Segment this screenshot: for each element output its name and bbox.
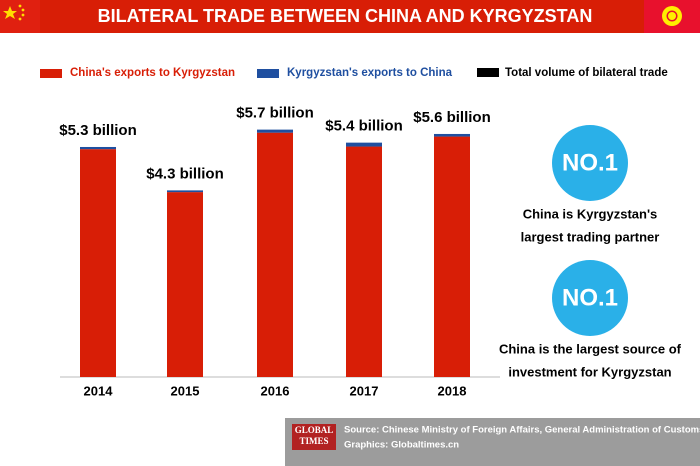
kyrgyzstan-flag: [644, 0, 700, 33]
highlight-caption: largest trading partner: [521, 229, 660, 244]
x-tick-label: 2017: [350, 383, 379, 398]
bar-segment: [167, 190, 203, 193]
bar-segment: [346, 142, 382, 147]
header-bar: [0, 0, 700, 33]
bar-segment: [434, 133, 470, 137]
bar-segment: [257, 132, 293, 377]
highlight-caption: China is the largest source of: [499, 341, 682, 356]
bar-segment: [257, 129, 293, 133]
bar-segment: [434, 136, 470, 377]
legend-swatch: [477, 68, 499, 77]
total-label: $5.3 billion: [59, 122, 137, 139]
china-flag: [0, 0, 40, 33]
legend-swatch: [40, 69, 62, 78]
bar-segment: [167, 192, 203, 377]
legend-label: Kyrgyzstan's exports to China: [287, 67, 453, 79]
legend-label: China's exports to Kyrgyzstan: [70, 67, 235, 79]
legend-swatch: [257, 69, 279, 78]
total-label: $5.7 billion: [236, 105, 314, 122]
total-label: $5.4 billion: [325, 118, 403, 135]
footer-bar: [285, 418, 700, 466]
logo-text: TIMES: [299, 436, 328, 446]
x-tick-label: 2014: [84, 383, 114, 398]
legend-label: Total volume of bilateral trade: [505, 67, 668, 79]
x-tick-label: 2018: [438, 383, 467, 398]
total-label: $5.6 billion: [413, 109, 491, 126]
logo-text: GLOBAL: [295, 425, 334, 435]
x-tick-label: 2016: [261, 383, 290, 398]
total-label: $4.3 billion: [146, 165, 224, 182]
badge-text: NO.1: [562, 149, 618, 176]
highlight-caption: investment for Kyrgyzstan: [508, 364, 671, 379]
bar-segment: [346, 146, 382, 377]
x-tick-label: 2015: [171, 383, 200, 398]
bar-segment: [80, 146, 116, 150]
badge-circle: [552, 125, 628, 201]
graphics-credit: Graphics: Globaltimes.cn: [344, 440, 459, 451]
badge-circle: [552, 260, 628, 336]
badge-text: NO.1: [562, 284, 618, 311]
highlight-caption: China is Kyrgyzstan's: [523, 206, 658, 221]
bar-segment: [80, 149, 116, 377]
title: BILATERAL TRADE BETWEEN CHINA AND KYRGYZ…: [98, 6, 593, 26]
logo-box: [292, 424, 336, 450]
source: Source: Chinese Ministry of Foreign Affa…: [344, 425, 700, 436]
